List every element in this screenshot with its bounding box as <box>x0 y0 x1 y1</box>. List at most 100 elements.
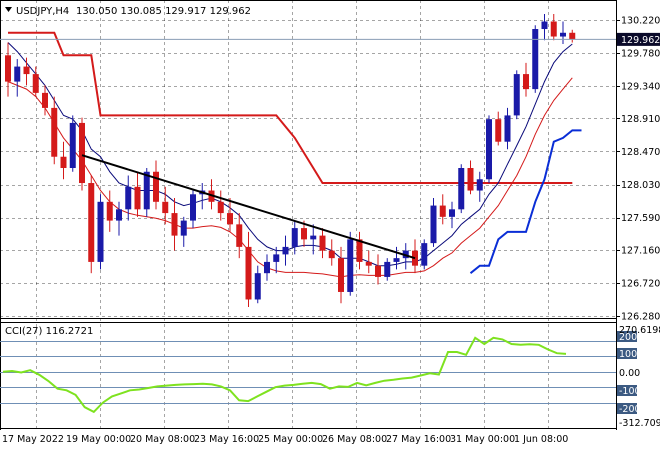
candle <box>217 190 224 221</box>
candle-body <box>486 119 492 180</box>
current-price-label: 129.962 <box>621 35 660 46</box>
fast-ma-line <box>7 42 573 267</box>
time-axis: 17 May 2022 19 May 00:00 20 May 08:00 23… <box>2 434 568 445</box>
candle-body <box>134 186 141 210</box>
candle <box>5 42 11 97</box>
time-label: 27 May 16:00 <box>386 434 451 445</box>
candle-body <box>365 261 372 266</box>
candle-body <box>550 21 557 37</box>
cci-min-label: -312.7092 <box>619 418 660 429</box>
candle-body <box>227 213 233 225</box>
time-label: 20 May 08:00 <box>130 434 195 445</box>
candle <box>236 213 243 259</box>
price-tick: 129.340 <box>621 82 660 93</box>
candle-body <box>430 205 437 244</box>
candle-body <box>301 228 307 240</box>
candle <box>541 13 548 41</box>
candle-body <box>60 156 67 168</box>
candle-body <box>245 246 252 300</box>
candle-body <box>338 258 344 292</box>
candle-body <box>476 179 483 191</box>
candle <box>162 186 169 225</box>
slow-ma-line <box>7 77 573 278</box>
candle-body <box>532 29 539 90</box>
candle-body <box>116 209 122 221</box>
indicator-lines <box>7 31 582 278</box>
candle <box>171 198 178 251</box>
time-label: 19 May 00:00 <box>66 434 131 445</box>
cci-level-label: -200 <box>619 404 641 415</box>
horizontal-grid <box>0 20 620 317</box>
price-tick: 127.590 <box>621 213 660 224</box>
candle-body <box>375 265 381 277</box>
candle-body <box>180 220 187 236</box>
candle <box>319 228 326 259</box>
candle-body <box>467 168 474 191</box>
candle-body <box>504 115 511 142</box>
cci-title: CCI(27) 116.2721 <box>5 326 93 337</box>
price-tick: 126.280 <box>621 312 660 323</box>
channel-lower-line <box>469 129 582 274</box>
candle-body <box>291 228 298 247</box>
candle <box>375 254 381 285</box>
candle <box>116 201 122 236</box>
candle-body <box>125 186 132 210</box>
candle <box>282 235 289 266</box>
candle <box>412 239 418 274</box>
candle <box>180 216 187 247</box>
candle-body <box>162 201 169 214</box>
candle <box>421 239 428 270</box>
symbol-label: USDJPY,H4 <box>16 6 69 17</box>
candle-body <box>273 254 280 262</box>
cci-level-label: 200 <box>619 332 637 343</box>
candle <box>532 25 539 93</box>
candle <box>347 231 354 296</box>
candle-body <box>541 21 548 30</box>
candle <box>356 231 363 270</box>
vertical-grid <box>36 0 549 428</box>
candle <box>328 239 335 266</box>
candle <box>467 160 474 195</box>
candle-body <box>5 55 11 82</box>
candle <box>245 231 252 307</box>
candle-body <box>106 201 113 221</box>
candle <box>97 194 104 270</box>
candle <box>310 224 317 255</box>
candle <box>153 160 159 210</box>
time-label: 1 Jun 08:00 <box>514 434 568 445</box>
cci-level-labels: 200 100 0.00 -100 -200 270.6198 -312.709… <box>617 325 660 429</box>
level-tag <box>617 403 637 414</box>
candle <box>569 29 576 43</box>
drawn-trendline[interactable] <box>81 154 416 260</box>
candle <box>23 57 30 86</box>
candle <box>32 66 39 97</box>
candle <box>291 220 298 255</box>
candle <box>449 201 455 229</box>
candle <box>106 190 113 232</box>
candle <box>134 171 141 217</box>
dropdown-triangle-icon[interactable] <box>5 7 12 12</box>
candle <box>264 254 270 281</box>
candle <box>486 115 492 184</box>
price-tick: 129.780 <box>621 49 660 60</box>
candle-body <box>384 261 391 277</box>
candle-body <box>143 171 150 210</box>
candle-body <box>347 239 354 292</box>
price-tick: 127.160 <box>621 245 660 256</box>
cci-level-lines <box>0 341 616 404</box>
ohlc-label: 130.050 130.085 129.917 129.962 <box>76 6 251 17</box>
price-tick: 128.470 <box>621 147 660 158</box>
candle-body <box>523 74 529 90</box>
candle <box>199 183 206 210</box>
candle-body <box>449 209 455 217</box>
price-axis: 130.220 129.780 129.340 128.910 128.470 … <box>621 16 660 323</box>
time-label: 25 May 00:00 <box>258 434 323 445</box>
candle <box>513 70 520 120</box>
level-tag <box>617 348 637 359</box>
candle-body <box>421 243 428 266</box>
current-price-tag: 129.962 <box>617 32 660 46</box>
candle-body <box>153 171 159 202</box>
candle <box>495 111 502 146</box>
candle <box>439 194 446 225</box>
